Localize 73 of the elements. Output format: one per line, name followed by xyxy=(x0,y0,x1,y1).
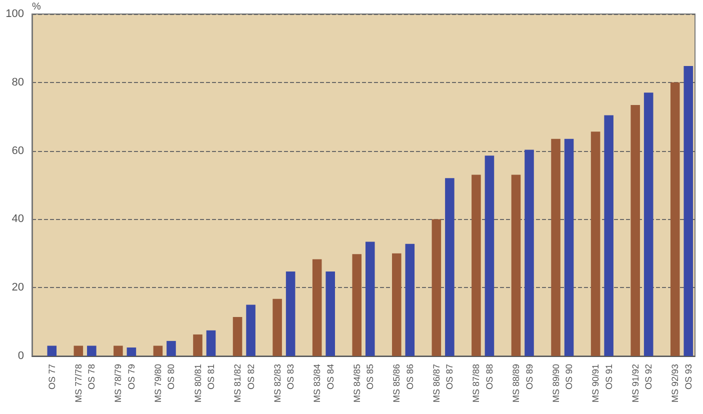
x-tick-label: OS 83 xyxy=(286,364,296,390)
bar xyxy=(193,334,202,356)
bar xyxy=(684,66,694,356)
y-axis-title: % xyxy=(32,2,41,12)
bar xyxy=(326,272,335,356)
bar xyxy=(126,347,136,356)
x-tick-label: OS 86 xyxy=(404,364,415,390)
x-tick-label: MS 79/80 xyxy=(152,364,163,403)
bar xyxy=(472,174,481,356)
bar xyxy=(286,272,296,356)
bar xyxy=(405,244,415,356)
bar xyxy=(272,298,282,356)
x-tick-label: MS 92/93 xyxy=(670,364,680,403)
x-tick-label: OS 90 xyxy=(564,364,574,390)
y-tick-label: 80 xyxy=(12,76,24,88)
x-tick-label: MS 91/92 xyxy=(630,364,640,403)
x-tick-label: MS 88/89 xyxy=(510,364,521,403)
x-tick-label: MS 85/86 xyxy=(392,364,402,403)
x-tick-label: MS 83/84 xyxy=(312,364,322,403)
bar xyxy=(246,304,256,356)
x-tick-label: OS 81 xyxy=(206,364,216,390)
y-tick-label: 40 xyxy=(12,213,24,226)
bar xyxy=(232,317,242,356)
x-tick-label: OS 87 xyxy=(444,364,455,390)
bar xyxy=(352,254,362,356)
x-tick-label: MS 81/82 xyxy=(232,364,243,403)
x-tick-label: MS 80/81 xyxy=(192,364,203,403)
bar xyxy=(445,178,454,356)
bar xyxy=(114,346,123,356)
bar xyxy=(153,346,163,356)
x-tick-label: MS 78/79 xyxy=(113,364,124,403)
x-tick-label: MS 77/78 xyxy=(73,364,84,403)
bar xyxy=(564,138,574,356)
x-tick-label: OS 82 xyxy=(246,364,256,390)
x-tick-label: OS 84 xyxy=(325,364,336,390)
x-tick-label: OS 89 xyxy=(524,364,534,390)
x-tick-label: OS 93 xyxy=(683,364,694,390)
bar xyxy=(392,253,402,356)
y-tick-label: 60 xyxy=(12,144,24,157)
y-tick-label: 0 xyxy=(18,350,24,362)
bar xyxy=(551,138,560,356)
bar xyxy=(47,346,57,356)
x-tick-label: MS 87/88 xyxy=(471,364,482,403)
x-tick-label: OS 92 xyxy=(644,364,654,390)
bar xyxy=(524,150,534,356)
x-tick-label: MS 90/91 xyxy=(590,364,601,403)
bar xyxy=(166,340,176,356)
bar xyxy=(604,115,614,356)
bar xyxy=(644,92,654,356)
x-tick-label: OS 78 xyxy=(86,364,97,390)
x-tick-label: MS 89/90 xyxy=(550,364,561,403)
y-tick-label: 100 xyxy=(6,8,24,20)
x-tick-label: OS 85 xyxy=(365,364,376,390)
x-tick-label: OS 91 xyxy=(604,364,614,390)
bar xyxy=(630,104,640,356)
bar xyxy=(312,259,322,356)
bar xyxy=(590,132,600,356)
bar xyxy=(87,346,96,356)
y-tick-label: 20 xyxy=(12,282,24,294)
bar xyxy=(432,219,442,356)
x-tick-label: OS 79 xyxy=(126,364,136,390)
bar xyxy=(511,174,521,356)
x-tick-label: OS 80 xyxy=(166,364,176,390)
x-tick-label: OS 77 xyxy=(46,364,57,390)
x-tick-label: MS 82/83 xyxy=(272,364,282,403)
bar xyxy=(484,156,494,356)
bar xyxy=(670,82,680,356)
x-tick-label: MS 86/87 xyxy=(431,364,442,403)
x-tick-label: MS 84/85 xyxy=(352,364,362,403)
bar xyxy=(206,330,216,356)
x-tick-label: OS 88 xyxy=(484,364,494,390)
bar xyxy=(365,242,375,356)
bar xyxy=(74,346,84,356)
